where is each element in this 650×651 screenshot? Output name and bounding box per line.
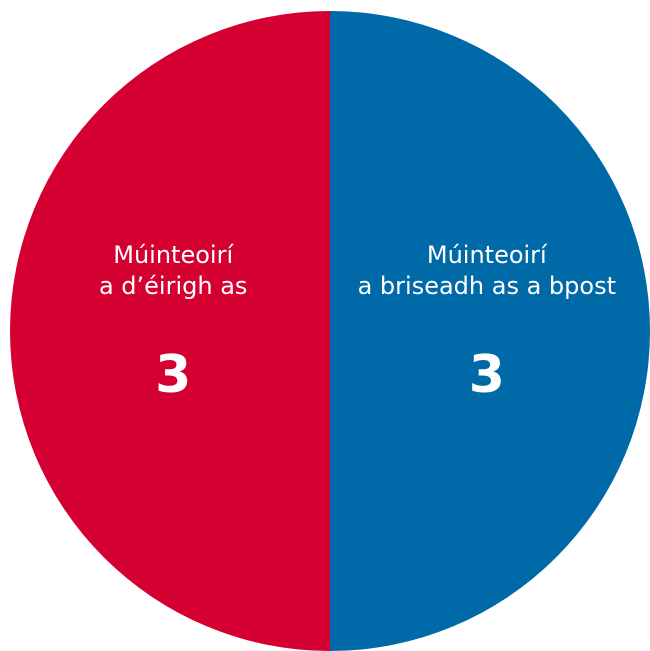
- pie-slice: [10, 11, 330, 651]
- value-label: 3: [155, 345, 192, 405]
- value-label: 3: [468, 345, 505, 405]
- slice-label: Múinteoirí a briseadh as a bpost: [357, 241, 616, 300]
- pie-slice: [330, 11, 650, 651]
- slice-label: Múinteoirí a d’éirigh as: [98, 241, 248, 300]
